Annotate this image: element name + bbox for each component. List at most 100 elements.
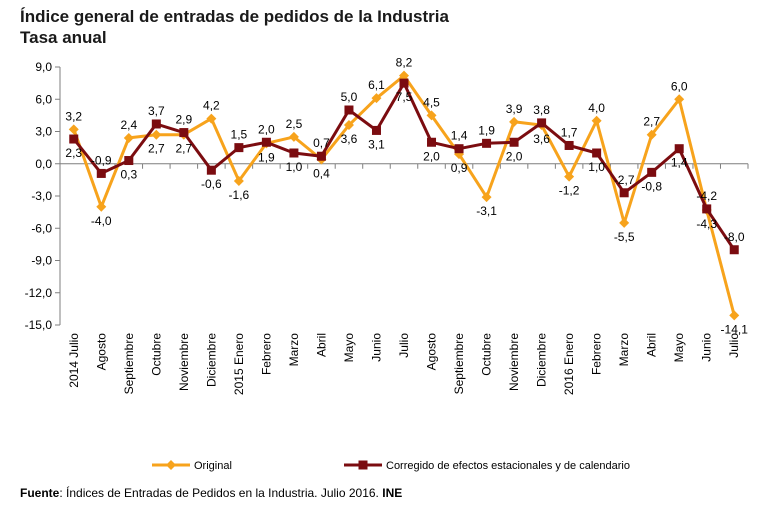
data-point-corregido (537, 118, 547, 128)
x-tick-label: Junio (700, 333, 714, 362)
x-tick-label: Diciembre (204, 333, 218, 387)
data-point-original (233, 175, 244, 186)
data-point-original (371, 93, 382, 104)
x-tick-label: Agosto (425, 333, 439, 371)
data-point-original (591, 115, 602, 126)
data-label-original: 3,6 (341, 132, 358, 146)
data-point-corregido (647, 167, 657, 177)
y-tick-label: -12,0 (25, 286, 53, 300)
y-tick-label: 6,0 (35, 92, 52, 106)
data-label-original: -1,2 (559, 184, 580, 198)
data-point-original (343, 120, 354, 131)
source-text: : Índices de Entradas de Pedidos en la I… (59, 486, 379, 500)
series-line-corregido (72, 81, 736, 251)
data-label-original: 2,4 (120, 118, 137, 132)
x-tick-label: Octubre (149, 333, 163, 376)
data-label-corregido: 3,1 (368, 137, 385, 151)
y-tick-label: 3,0 (35, 125, 52, 139)
data-point-corregido (151, 119, 161, 129)
data-label-corregido: 0,7 (313, 136, 330, 150)
data-label-original: 2,5 (286, 117, 303, 131)
data-label-corregido: -0,6 (201, 177, 222, 191)
data-point-corregido (179, 128, 189, 138)
data-label-corregido: 1,7 (561, 125, 578, 139)
data-point-corregido (399, 78, 409, 88)
data-label-corregido: 2,3 (65, 146, 82, 160)
title-line-1: Índice general de entradas de pedidos de… (20, 7, 449, 26)
data-point-corregido (124, 156, 134, 166)
x-tick-label: 2016 Enero (562, 333, 576, 395)
x-tick-label: Noviembre (507, 333, 521, 391)
data-label-original: -14,1 (721, 322, 749, 336)
x-tick-label: Septiembre (452, 333, 466, 395)
data-point-corregido (427, 137, 437, 147)
x-tick-label: 2014 Julio (67, 333, 81, 388)
x-tick-label: Febrero (590, 333, 604, 375)
chart-title: Índice general de entradas de pedidos de… (20, 6, 449, 48)
x-tick-label: Agosto (94, 333, 108, 371)
data-point-corregido (261, 137, 271, 147)
data-label-corregido: -8,0 (724, 230, 745, 244)
data-label-original: 2,7 (643, 115, 660, 129)
data-label-corregido: 2,9 (175, 113, 192, 127)
data-label-original: 6,0 (671, 79, 688, 93)
y-tick-label: -9,0 (31, 254, 52, 268)
data-point-original (481, 192, 492, 203)
x-tick-label: Abril (314, 333, 328, 357)
data-label-original: 3,9 (506, 102, 523, 116)
data-label-original: 3,6 (533, 132, 550, 146)
x-tick-label: Noviembre (177, 333, 191, 391)
data-label-corregido: -4,2 (696, 189, 717, 203)
data-label-corregido: 2,0 (506, 149, 523, 163)
x-tick-label: Mayo (342, 333, 356, 363)
title-line-2: Tasa anual (20, 28, 107, 47)
data-label-corregido: 1,4 (451, 129, 468, 143)
x-tick-label: 2015 Enero (232, 333, 246, 395)
data-point-corregido (289, 148, 299, 158)
x-tick-label: Junio (369, 333, 383, 362)
data-label-original: 4,2 (203, 99, 220, 113)
data-point-original (206, 113, 217, 124)
data-label-corregido: -2,7 (614, 173, 635, 187)
data-label-original: -3,1 (476, 204, 497, 218)
data-point-original (509, 116, 520, 127)
data-label-corregido: 2,0 (423, 149, 440, 163)
data-label-original: 6,1 (368, 78, 385, 92)
data-label-original: -1,6 (229, 188, 250, 202)
data-label-corregido: 3,8 (533, 103, 550, 117)
data-point-original (564, 171, 575, 182)
data-point-corregido (206, 165, 216, 175)
data-point-corregido (592, 148, 602, 158)
x-tick-label: Septiembre (122, 333, 136, 395)
data-point-corregido (509, 137, 519, 147)
y-tick-label: 0,0 (35, 157, 52, 171)
data-label-corregido: 2,0 (258, 122, 275, 136)
x-tick-label: Marzo (617, 333, 631, 367)
data-label-original: 4,0 (588, 101, 605, 115)
source-org: INE (382, 486, 403, 500)
data-label-corregido: -0,8 (641, 179, 662, 193)
data-label-corregido: 1,4 (671, 156, 688, 170)
data-label-original: -4,0 (91, 214, 112, 228)
x-tick-label: Febrero (259, 333, 273, 375)
y-tick-label: -15,0 (25, 318, 53, 332)
x-tick-label: Abril (645, 333, 659, 357)
data-point-original (674, 94, 685, 105)
x-tick-label: Octubre (480, 333, 494, 376)
data-label-original: -4,3 (696, 217, 717, 231)
data-label-original: -5,5 (614, 230, 635, 244)
data-label-original: 4,5 (423, 95, 440, 109)
data-point-original (619, 217, 630, 228)
data-point-corregido (234, 143, 244, 153)
y-tick-label: -6,0 (31, 221, 52, 235)
data-label-corregido: 1,0 (286, 160, 303, 174)
data-label-corregido: 1,9 (478, 123, 495, 137)
legend-marker-original (166, 460, 176, 470)
data-point-corregido (96, 168, 106, 178)
data-point-original (151, 129, 162, 140)
data-point-original (123, 132, 134, 143)
legend-label-original: Original (194, 460, 232, 472)
data-label-corregido: 1,5 (231, 128, 248, 142)
data-label-corregido: 5,0 (341, 90, 358, 104)
